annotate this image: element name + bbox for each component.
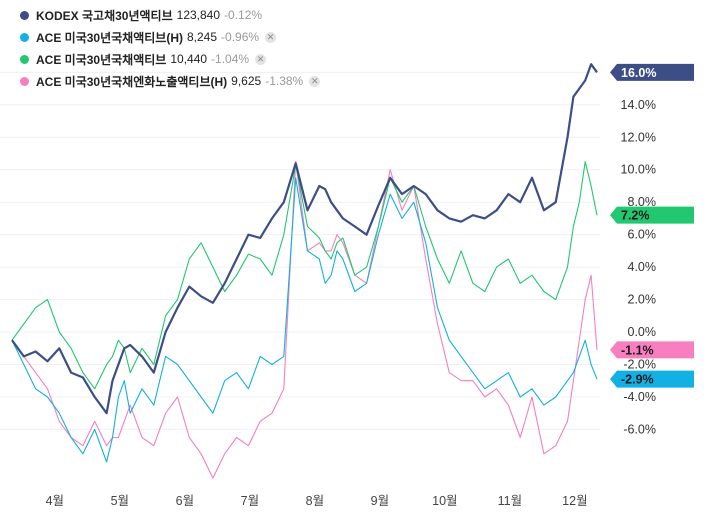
series-line: [11, 161, 598, 390]
legend-name: KODEX 국고채30년액티브: [36, 8, 173, 23]
legend-change: -1.04%: [211, 52, 250, 66]
end-value-tag: 7.2%: [610, 206, 694, 224]
series-line: [11, 161, 598, 479]
series-line: [11, 177, 598, 463]
x-axis: 4월 5월 6월 7월 8월 9월 10월 11월 12월: [46, 494, 588, 508]
legend-price: 123,840: [176, 8, 221, 22]
y-tick-label: 10.0%: [621, 163, 656, 177]
x-tick-label: 4월: [46, 494, 64, 508]
legend-name: ACE 미국30년국채액티브: [36, 52, 167, 67]
end-value-tags: 16.0% -2.9% 7.2% -1.1%: [610, 63, 694, 388]
end-value-tag-label: 16.0%: [621, 66, 656, 80]
chart-legend: KODEX 국고채30년액티브 123,840 -0.12% ACE 미국30년…: [20, 4, 321, 92]
remove-series-icon[interactable]: ✕: [265, 31, 277, 43]
legend-item-kodex[interactable]: KODEX 국고채30년액티브 123,840 -0.12%: [20, 4, 320, 26]
y-tick-label: -6.0%: [623, 422, 656, 436]
legend-dot-kodex: [20, 10, 29, 20]
legend-price: 10,440: [170, 52, 208, 66]
y-tick-label: 14.0%: [621, 98, 656, 112]
end-value-tag-bg: [610, 341, 694, 359]
end-value-tag-bg: [610, 206, 694, 224]
x-tick-label: 6월: [176, 494, 194, 508]
end-value-tag-label: 7.2%: [621, 209, 650, 223]
series-lines: [11, 63, 598, 479]
y-tick-label: 8.0%: [628, 195, 657, 209]
series-line: [11, 63, 598, 415]
y-tick-label: 4.0%: [628, 260, 657, 274]
x-tick-label: 12월: [562, 494, 587, 508]
remove-series-icon[interactable]: ✕: [255, 53, 267, 65]
x-tick-label: 10월: [432, 494, 457, 508]
legend-dot-ace: [20, 54, 29, 64]
remove-series-icon[interactable]: ✕: [309, 75, 321, 87]
end-value-tag: -2.9%: [610, 370, 694, 388]
end-value-tag: -1.1%: [610, 341, 694, 359]
legend-price: 9,625: [231, 74, 262, 88]
end-value-tag-bg: [610, 63, 694, 81]
y-tick-label: 6.0%: [628, 228, 657, 242]
legend-item-ace[interactable]: ACE 미국30년국채액티브 10,440 -1.04% ✕: [20, 48, 320, 70]
legend-change: -1.38%: [265, 74, 304, 88]
y-tick-label: -2.0%: [623, 358, 656, 372]
y-tick-label: 0.0%: [628, 325, 657, 339]
end-value-tag-label: -2.9%: [621, 373, 654, 387]
legend-item-ace-h[interactable]: ACE 미국30년국채액티브(H) 8,245 -0.96% ✕: [20, 26, 320, 48]
gridlines: [0, 71, 600, 430]
x-tick-label: 5월: [111, 494, 129, 508]
end-value-tag-label: -1.1%: [621, 343, 654, 357]
x-tick-label: 9월: [371, 494, 389, 508]
legend-name: ACE 미국30년국채엔화노출액티브(H): [36, 74, 228, 89]
legend-dot-ace-h: [20, 32, 29, 42]
x-tick-label: 7월: [241, 494, 259, 508]
legend-change: -0.96%: [221, 30, 260, 44]
y-tick-label: -4.0%: [623, 390, 656, 404]
x-tick-label: 8월: [306, 494, 324, 508]
end-value-tag-bg: [610, 370, 694, 388]
end-value-tag: 16.0%: [610, 63, 694, 81]
legend-item-ace-yen[interactable]: ACE 미국30년국채엔화노출액티브(H) 9,625 -1.38% ✕: [20, 70, 321, 92]
legend-dot-ace-yen: [20, 76, 29, 86]
legend-price: 8,245: [187, 30, 218, 44]
y-tick-label: 12.0%: [621, 130, 656, 144]
legend-name: ACE 미국30년국채액티브(H): [36, 30, 183, 45]
legend-change: -0.12%: [224, 8, 263, 22]
y-tick-label: 2.0%: [628, 293, 657, 307]
x-tick-label: 11월: [498, 494, 522, 508]
